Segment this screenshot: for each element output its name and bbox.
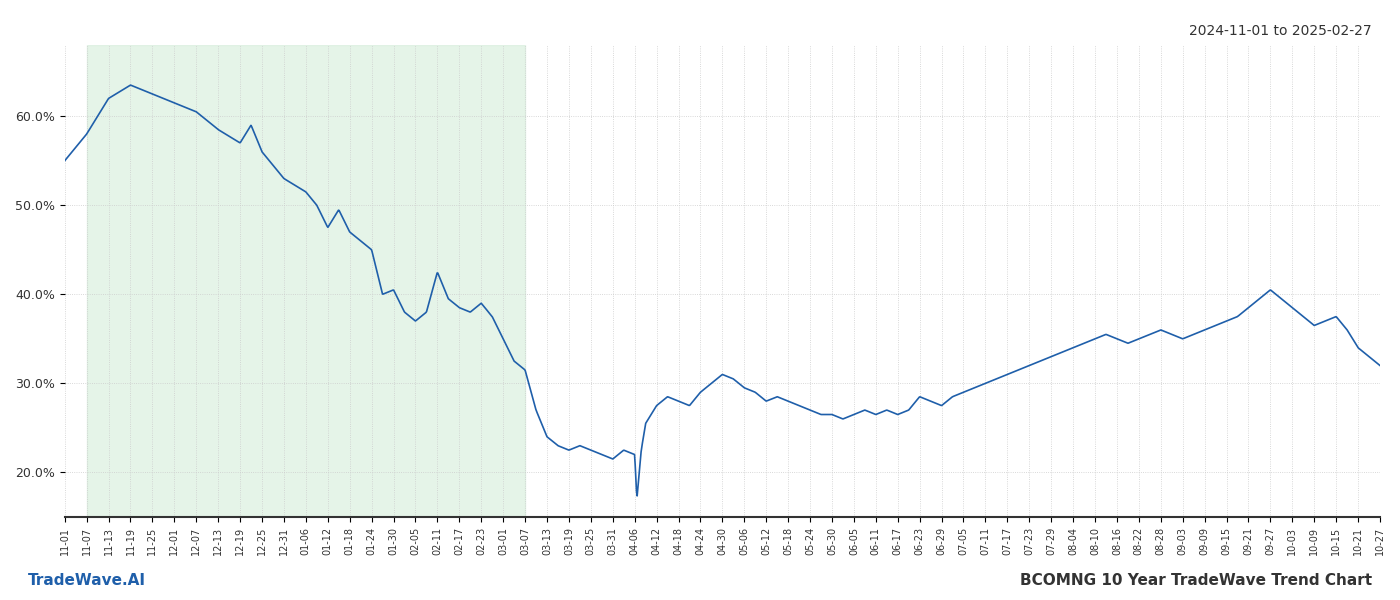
Text: TradeWave.AI: TradeWave.AI <box>28 573 146 588</box>
Text: BCOMNG 10 Year TradeWave Trend Chart: BCOMNG 10 Year TradeWave Trend Chart <box>1019 573 1372 588</box>
Bar <box>87 45 525 517</box>
Text: 2024-11-01 to 2025-02-27: 2024-11-01 to 2025-02-27 <box>1190 24 1372 38</box>
